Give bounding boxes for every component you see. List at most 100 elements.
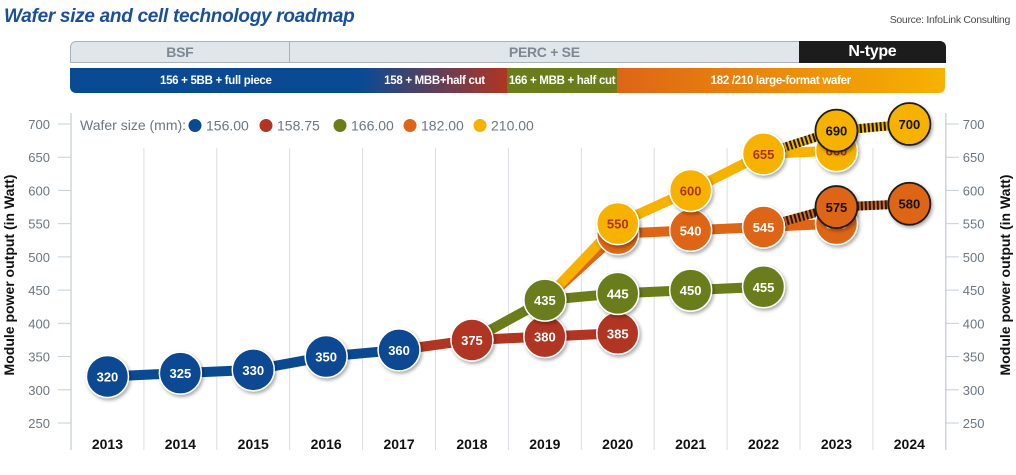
- point-value-label: 325: [169, 366, 191, 381]
- x-tick-label: 2023: [821, 436, 852, 452]
- y-tick-label-left: 550: [28, 217, 50, 232]
- y-tick-label-right: 300: [963, 383, 985, 398]
- data-point: 545: [741, 205, 786, 249]
- legend-marker: [259, 119, 273, 132]
- data-point: 690: [814, 108, 859, 153]
- y-tick-label-right: 700: [963, 117, 985, 132]
- y-tick-label-right: 350: [963, 350, 985, 365]
- y-tick-label-left: 700: [28, 117, 50, 132]
- point-marker: [158, 351, 203, 395]
- legend-marker: [403, 119, 417, 132]
- wafer-bar-2: 158 + MBB+half cut: [361, 68, 508, 93]
- y-tick-label-left: 450: [28, 283, 50, 298]
- data-point: 350: [304, 334, 348, 379]
- y-tick-label-left: 300: [28, 383, 50, 398]
- legend-label: 182.00: [421, 118, 464, 134]
- point-marker: [887, 102, 932, 146]
- gridlines: [70, 148, 947, 450]
- legend-label: 156.00: [206, 118, 249, 134]
- point-marker: [814, 185, 859, 229]
- point-marker: [668, 268, 713, 312]
- data-point: 655: [741, 132, 786, 176]
- point-value-label: 690: [826, 124, 848, 139]
- y-tick-label-right: 400: [963, 316, 985, 331]
- y-tick-label-left: 400: [28, 316, 50, 331]
- x-tick-label: 2015: [238, 436, 269, 452]
- series-points: 3203253303503603753803854354454504555355…: [85, 102, 932, 399]
- legend-label: 210.00: [491, 118, 534, 134]
- point-marker: [741, 205, 786, 249]
- point-value-label: 380: [534, 330, 556, 345]
- point-value-label: 550: [607, 217, 629, 232]
- legend-label: 166.00: [351, 118, 394, 134]
- y-tick-label-left: 500: [28, 250, 50, 265]
- data-point: 445: [596, 271, 640, 316]
- point-marker: [523, 278, 567, 322]
- legend-marker: [333, 119, 347, 132]
- y-tick-label-left: 350: [28, 350, 50, 365]
- point-value-label: 385: [607, 326, 629, 341]
- point-value-label: 360: [388, 343, 410, 358]
- legend-label: 158.75: [277, 118, 320, 134]
- data-point: 580: [887, 181, 932, 226]
- data-point: 700: [887, 102, 932, 146]
- point-value-label: 540: [680, 223, 702, 238]
- technology-bar-n-type: N-type: [799, 41, 946, 63]
- y-tick-label-right: 650: [963, 150, 985, 165]
- y-axis-title-left: Module power output (in Watt): [1, 175, 17, 376]
- point-value-label: 320: [97, 369, 119, 384]
- y-tick-label-right: 600: [963, 183, 985, 198]
- point-value-label: 575: [826, 200, 848, 215]
- point-marker: [741, 265, 786, 309]
- series-line: [398, 328, 618, 355]
- point-value-label: 435: [534, 293, 556, 308]
- point-marker: [814, 108, 859, 153]
- point-marker: [377, 328, 421, 372]
- point-value-label: 455: [753, 280, 775, 295]
- x-tick-label: 2024: [894, 436, 925, 452]
- point-value-label: 600: [680, 183, 702, 198]
- data-point: 435: [523, 278, 567, 322]
- series-line-ntype-hatch: [762, 199, 910, 232]
- source-note: Source: InfoLink Consulting: [889, 14, 1011, 26]
- y-tick-label-right: 500: [963, 250, 985, 265]
- point-marker: [596, 271, 640, 316]
- point-value-label: 445: [607, 286, 629, 301]
- data-point: 325: [158, 351, 203, 395]
- x-tick-label: 2022: [748, 436, 779, 452]
- legend-title: Wafer size (mm):: [80, 117, 186, 133]
- y-tick-label-right: 250: [963, 416, 985, 431]
- data-point: 550: [596, 201, 640, 246]
- point-marker: [450, 318, 494, 362]
- x-tick-label: 2018: [456, 436, 487, 452]
- chart-title: Wafer size and cell technology roadmap: [4, 6, 355, 27]
- x-tick-label: 2021: [675, 436, 706, 452]
- x-tick-label: 2014: [165, 436, 196, 452]
- y-tick-label-right: 450: [963, 283, 985, 298]
- point-marker: [85, 354, 130, 399]
- point-value-label: 580: [898, 197, 920, 212]
- data-point: 380: [523, 314, 567, 359]
- point-value-label: 700: [898, 117, 920, 132]
- wafer-bar-4: 182 /210 large-format wafer: [616, 68, 945, 93]
- y-tick-label-left: 250: [28, 416, 50, 431]
- data-point: 385: [596, 311, 640, 356]
- data-point: 375: [450, 318, 494, 362]
- x-tick-label: 2013: [92, 436, 123, 452]
- point-value-label: 545: [753, 220, 775, 235]
- point-value-label: 655: [753, 147, 775, 162]
- point-marker: [596, 201, 640, 246]
- point-marker: [741, 132, 786, 176]
- wafer-bar-3: 166 + MBB + half cut: [507, 68, 617, 93]
- point-marker: [668, 168, 713, 213]
- y-tick-label-right: 550: [963, 217, 985, 232]
- point-value-label: 450: [680, 283, 702, 298]
- data-point: 540: [668, 208, 713, 253]
- point-value-label: 375: [461, 333, 483, 348]
- data-point: 450: [668, 268, 713, 312]
- data-point: 575: [814, 185, 859, 229]
- point-value-label: 330: [242, 363, 264, 378]
- x-tick-label: 2019: [529, 436, 560, 452]
- data-point: 360: [377, 328, 421, 372]
